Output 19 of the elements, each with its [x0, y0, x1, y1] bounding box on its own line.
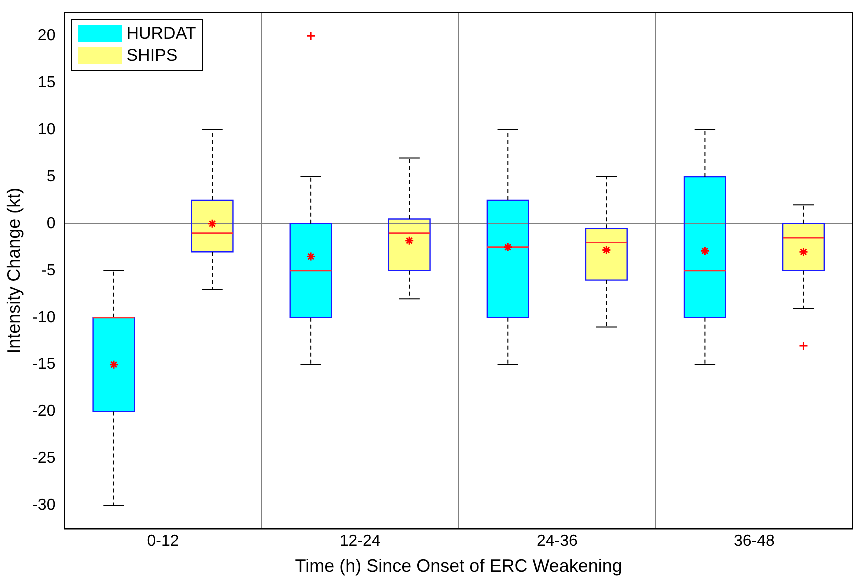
y-tick-label: 10 — [38, 121, 56, 138]
legend-label: SHIPS — [126, 46, 178, 66]
x-tick-label: 0-12 — [147, 533, 180, 550]
legend-label: HURDAT — [126, 24, 196, 44]
y-tick-label: -5 — [41, 262, 56, 280]
y-tick-label: 15 — [38, 74, 56, 92]
y-tick-label: 0 — [46, 215, 56, 232]
x-axis-title: Time (h) Since Onset of ERC Weakening — [295, 556, 622, 576]
y-tick-label: -10 — [32, 309, 56, 326]
x-tick-label: 24-36 — [536, 533, 578, 550]
y-tick-label: -15 — [32, 356, 56, 374]
y-axis-title: Intensity Change (kt) — [4, 188, 24, 354]
x-tick-label: 12-24 — [340, 533, 381, 550]
y-tick-label: -30 — [32, 497, 56, 514]
y-tick-label: 20 — [38, 27, 56, 44]
y-tick-label: -20 — [32, 403, 56, 420]
y-tick-label: -25 — [32, 450, 56, 468]
y-tick-label: 5 — [46, 168, 56, 186]
x-tick-label: 36-48 — [734, 533, 776, 550]
